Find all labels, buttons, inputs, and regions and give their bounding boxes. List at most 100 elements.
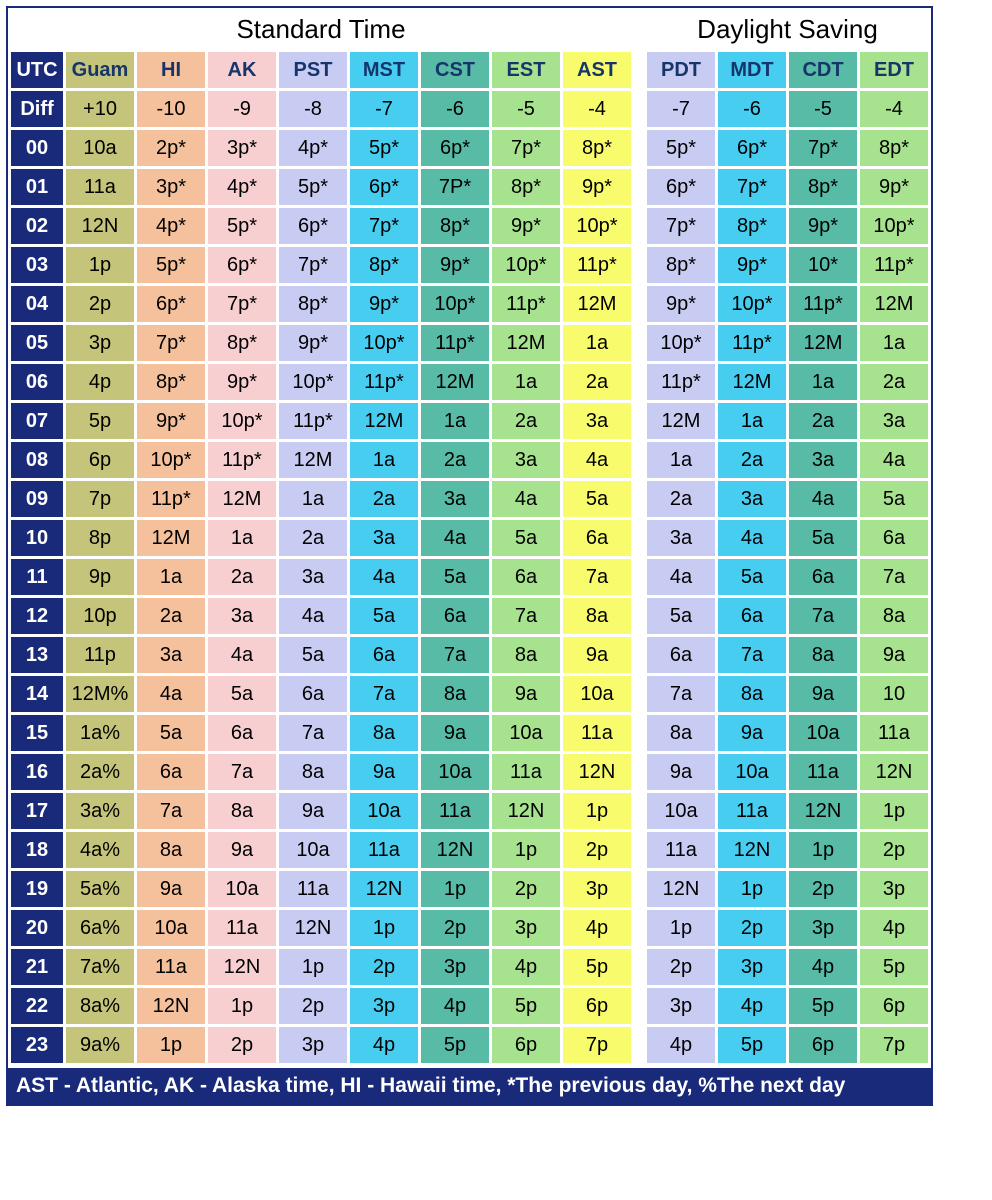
time-cell: 1p <box>66 247 134 283</box>
time-cell: 12N <box>208 949 276 985</box>
time-cell: 9a <box>492 676 560 712</box>
time-cell: 5a% <box>66 871 134 907</box>
time-cell: 10a <box>350 793 418 829</box>
time-cell: 9a <box>647 754 715 790</box>
time-cell: 4p <box>492 949 560 985</box>
time-cell: 12M <box>492 325 560 361</box>
utc-hour: 19 <box>11 871 63 907</box>
time-cell: 8a <box>208 793 276 829</box>
time-cell: 7p* <box>647 208 715 244</box>
time-cell: 6p* <box>718 130 786 166</box>
time-cell: 12N <box>647 871 715 907</box>
time-cell: 2p* <box>137 130 205 166</box>
time-cell: 1a <box>860 325 928 361</box>
utc-hour: 05 <box>11 325 63 361</box>
time-cell: 3p <box>350 988 418 1024</box>
time-cell: 7a <box>350 676 418 712</box>
time-cell: 9p* <box>137 403 205 439</box>
time-cell: 12N <box>421 832 489 868</box>
time-cell: 8a <box>860 598 928 634</box>
time-cell: 2a% <box>66 754 134 790</box>
time-cell: 3a <box>860 403 928 439</box>
time-cell: 11a <box>718 793 786 829</box>
time-cell: 9p <box>66 559 134 595</box>
time-cell: 2a <box>421 442 489 478</box>
time-cell: 10a <box>66 130 134 166</box>
time-cell: 1a <box>718 403 786 439</box>
utc-hour: 17 <box>11 793 63 829</box>
time-cell: 10p* <box>860 208 928 244</box>
time-cell: 3a% <box>66 793 134 829</box>
time-cell: 5p <box>718 1027 786 1063</box>
utc-hour: 22 <box>11 988 63 1024</box>
utc-hour: 01 <box>11 169 63 205</box>
time-cell: 8p* <box>563 130 631 166</box>
time-cell: 4a <box>421 520 489 556</box>
time-cell: 5a <box>279 637 347 673</box>
time-cell: 9a <box>208 832 276 868</box>
time-cell: 12M <box>647 403 715 439</box>
time-cell: 9p* <box>279 325 347 361</box>
diff-cell: -6 <box>421 91 489 127</box>
time-cell: 1p <box>647 910 715 946</box>
time-cell: 4a <box>718 520 786 556</box>
time-cell: 6a <box>421 598 489 634</box>
time-cell: 6p* <box>350 169 418 205</box>
time-cell: 5p* <box>279 169 347 205</box>
time-cell: 6p* <box>279 208 347 244</box>
time-cell: 10p* <box>492 247 560 283</box>
time-cell: 9a <box>860 637 928 673</box>
time-cell: 11p* <box>860 247 928 283</box>
time-cell: 9a% <box>66 1027 134 1063</box>
time-cell: 2p <box>718 910 786 946</box>
time-cell: 3a <box>789 442 857 478</box>
time-cell: 11a <box>492 754 560 790</box>
time-cell: 4a <box>789 481 857 517</box>
time-cell: 4a <box>647 559 715 595</box>
time-cell: 1p <box>789 832 857 868</box>
time-cell: 10 <box>860 676 928 712</box>
time-cell: 4a <box>137 676 205 712</box>
utc-hour: 14 <box>11 676 63 712</box>
time-cell: 12M <box>563 286 631 322</box>
time-cell: 9p* <box>718 247 786 283</box>
time-cell: 6p <box>563 988 631 1024</box>
utc-header: UTC <box>11 52 63 88</box>
time-cell: 4a <box>208 637 276 673</box>
time-cell: 5p <box>789 988 857 1024</box>
time-cell: 7p* <box>492 130 560 166</box>
utc-hour: 00 <box>11 130 63 166</box>
time-cell: 1p <box>860 793 928 829</box>
time-cell: 10p* <box>279 364 347 400</box>
utc-hour: 06 <box>11 364 63 400</box>
time-cell: 6a <box>563 520 631 556</box>
standard-time-title: Standard Time <box>8 8 634 49</box>
time-cell: 8a <box>350 715 418 751</box>
time-cell: 11p* <box>137 481 205 517</box>
time-cell: 4p <box>350 1027 418 1063</box>
time-cell: 5a <box>718 559 786 595</box>
time-cell: 1a <box>350 442 418 478</box>
time-cell: 11p* <box>492 286 560 322</box>
time-cell: 11p <box>66 637 134 673</box>
time-cell: 1a% <box>66 715 134 751</box>
utc-hour: 04 <box>11 286 63 322</box>
time-cell: 4p* <box>137 208 205 244</box>
time-cell: 10a <box>492 715 560 751</box>
time-cell: 4p <box>647 1027 715 1063</box>
diff-cell: -5 <box>789 91 857 127</box>
time-cell: 12M <box>718 364 786 400</box>
time-cell: 2a <box>137 598 205 634</box>
time-cell: 12N <box>563 754 631 790</box>
utc-hour: 03 <box>11 247 63 283</box>
time-cell: 3p <box>563 871 631 907</box>
utc-hour: 13 <box>11 637 63 673</box>
time-cell: 12M <box>208 481 276 517</box>
time-cell: 9p* <box>860 169 928 205</box>
diff-cell: -4 <box>563 91 631 127</box>
time-cell: 10a <box>208 871 276 907</box>
time-cell: 6p <box>789 1027 857 1063</box>
time-cell: 8a <box>789 637 857 673</box>
column-header: MST <box>350 52 418 88</box>
time-cell: 2p <box>492 871 560 907</box>
